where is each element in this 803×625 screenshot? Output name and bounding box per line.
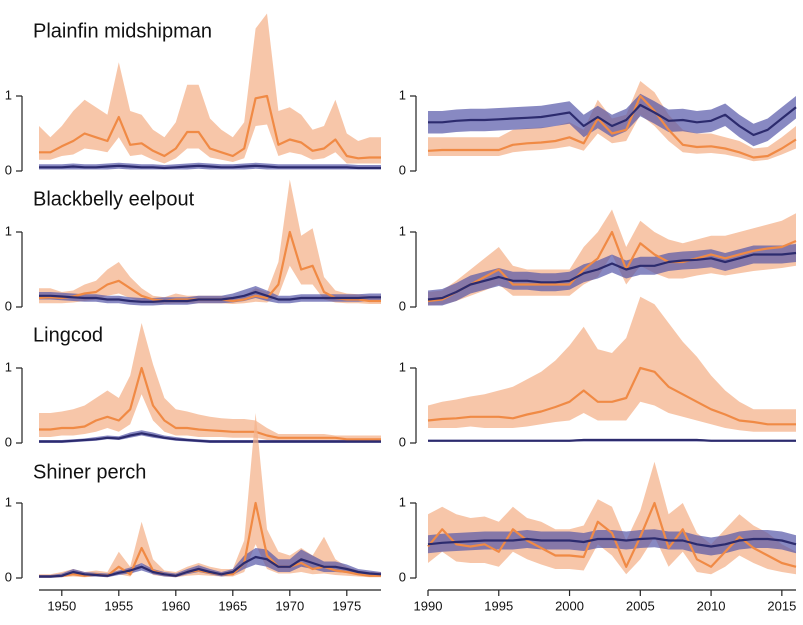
- x-tick-label: 1970: [275, 598, 304, 613]
- panel-title: Plainfin midshipman: [33, 20, 212, 42]
- x-tick-label: 1990: [414, 598, 443, 613]
- y-tick-label: 1: [399, 223, 406, 238]
- series-line: [39, 432, 381, 443]
- confidence-band: [428, 461, 796, 575]
- y-tick-label: 0: [399, 434, 406, 449]
- confidence-band: [39, 323, 381, 442]
- x-tick-label: 2010: [697, 598, 726, 613]
- series-line: [427, 366, 796, 426]
- x-tick-label: 1950: [47, 598, 76, 613]
- series-line: [39, 164, 381, 170]
- x-tick-label: 1965: [218, 598, 247, 613]
- panel-title: Blackbelly eelpout: [33, 188, 195, 210]
- confidence-band: [428, 296, 796, 432]
- x-tick-label: 1955: [104, 598, 133, 613]
- y-tick-label: 1: [5, 87, 12, 102]
- series-line: [427, 537, 797, 548]
- series-line: [39, 290, 381, 303]
- y-tick-label: 1: [5, 223, 12, 238]
- series-line: [39, 555, 382, 578]
- y-tick-label: 0: [5, 298, 12, 313]
- y-tick-label: 1: [399, 87, 406, 102]
- x-tick-label: 2015: [767, 598, 796, 613]
- y-tick-label: 0: [5, 162, 12, 177]
- y-tick-label: 0: [399, 162, 406, 177]
- x-tick-label: 1960: [161, 598, 190, 613]
- series-line: [427, 251, 797, 301]
- series-line: [427, 230, 797, 303]
- confidence-band: [39, 13, 381, 164]
- y-tick-label: 1: [399, 359, 406, 374]
- confidence-band: [428, 93, 796, 147]
- x-tick-label: 1975: [332, 598, 361, 613]
- x-tick-label: 2005: [626, 598, 655, 613]
- y-tick-label: 1: [5, 359, 12, 374]
- y-tick-label: 1: [5, 494, 12, 509]
- series-line: [427, 94, 797, 159]
- series-line: [428, 103, 797, 137]
- series-line: [428, 438, 796, 442]
- y-tick-label: 0: [399, 569, 406, 584]
- y-tick-label: 0: [5, 434, 12, 449]
- y-tick-label: 0: [399, 298, 406, 313]
- confidence-band: [39, 179, 381, 304]
- x-tick-label: 1995: [484, 598, 513, 613]
- series-line: [39, 94, 381, 160]
- panel-title: Shiner perch: [33, 461, 146, 483]
- y-tick-label: 0: [5, 569, 12, 584]
- y-tick-label: 1: [399, 494, 406, 509]
- panel-title: Lingcod: [33, 324, 103, 346]
- x-tick-label: 2000: [555, 598, 584, 613]
- series-line: [39, 366, 381, 441]
